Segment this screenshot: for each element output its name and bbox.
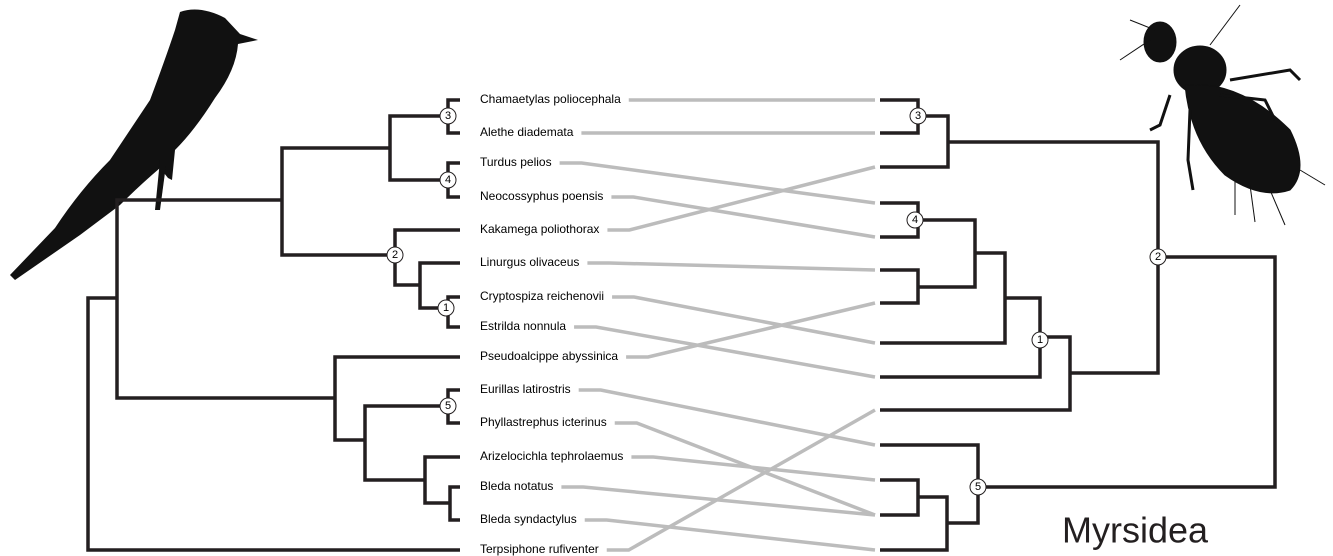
parasite-genus: Myrsidea — [1062, 510, 1209, 551]
node-label: 1 — [443, 302, 449, 314]
links — [560, 100, 875, 550]
host-label: Pseudoalcippe abyssinica — [480, 349, 618, 363]
link — [626, 303, 875, 357]
link — [611, 197, 875, 237]
link — [560, 163, 875, 203]
node-label: 2 — [392, 249, 398, 261]
bird-silhouette — [10, 10, 258, 280]
host-label: Bleda notatus — [480, 479, 553, 493]
link — [607, 410, 875, 550]
host-label: Linurgus olivaceus — [480, 255, 579, 269]
louse-silhouette — [1120, 5, 1325, 225]
node-label: 3 — [915, 110, 921, 122]
host-label: Terpsiphone rufiventer — [480, 542, 599, 556]
branch — [282, 148, 395, 255]
host-label: Phyllastrephus icterinus — [480, 415, 607, 429]
trees — [88, 100, 1275, 550]
tanglegram: Chamaetylas poliocephala Alethe diademata… — [0, 0, 1333, 556]
host-label: Neocossyphus poensis — [480, 189, 603, 203]
host-labels: Chamaetylas poliocephala Alethe diademata… — [480, 92, 623, 556]
branch — [450, 487, 460, 520]
host-label: Eurillas latirostris — [480, 382, 571, 396]
branch — [880, 480, 918, 515]
branch — [365, 406, 448, 480]
link — [587, 263, 875, 270]
node-label: 4 — [912, 214, 918, 226]
branch — [880, 497, 947, 550]
branch — [335, 357, 460, 440]
host-label: Turdus pelios — [480, 155, 552, 169]
node-label: 4 — [445, 174, 451, 186]
branch — [395, 230, 460, 285]
branch — [918, 220, 975, 287]
host-label: Kakamega poliothorax — [480, 222, 599, 236]
host-label: Chamaetylas poliocephala — [480, 92, 621, 106]
host-label: Arizelocichla tephrolaemus — [480, 449, 623, 463]
branch — [880, 253, 1005, 343]
node-label: 3 — [445, 110, 451, 122]
branch — [880, 298, 1040, 377]
branch — [880, 270, 918, 303]
host-label: Alethe diademata — [480, 125, 574, 139]
node-label: 1 — [1037, 334, 1043, 346]
node-label: 5 — [445, 400, 451, 412]
branch — [880, 445, 978, 523]
branch — [117, 200, 335, 398]
branch — [390, 116, 448, 180]
branch — [88, 298, 460, 550]
link — [631, 457, 875, 480]
host-label: Cryptospiza reichenovii — [480, 289, 604, 303]
node-label: 2 — [1155, 251, 1161, 263]
host-label: Bleda syndactylus — [480, 512, 577, 526]
branch — [425, 457, 460, 503]
host-label: Estrilda nonnula — [480, 319, 566, 333]
branch — [420, 263, 460, 308]
branch — [880, 116, 948, 167]
link — [585, 520, 875, 550]
node-label: 5 — [975, 481, 981, 493]
